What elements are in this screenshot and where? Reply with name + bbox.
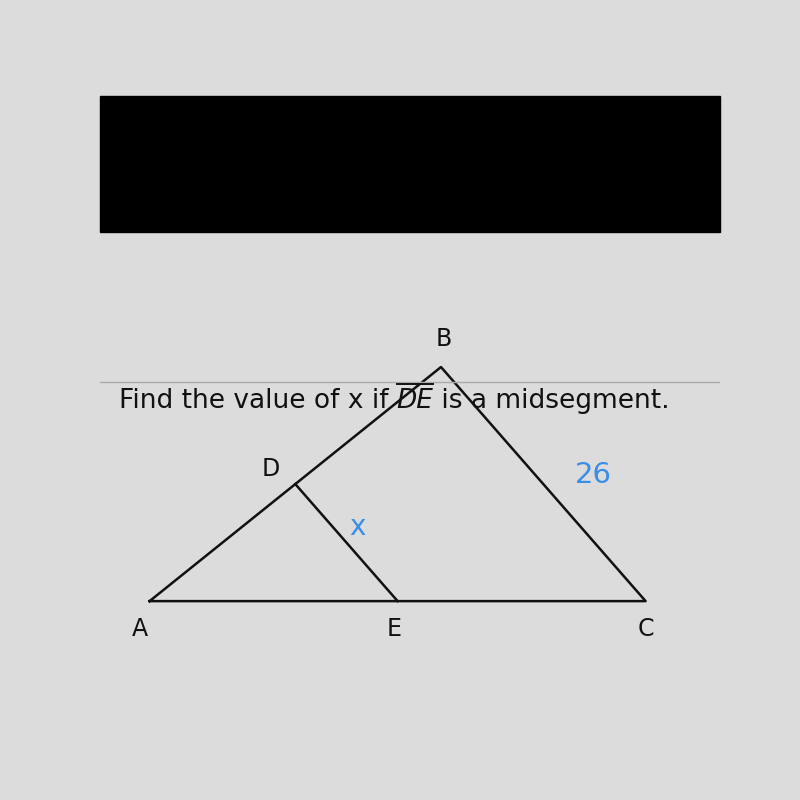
Text: DE: DE <box>397 388 434 414</box>
Bar <box>100 96 720 231</box>
Text: Find the value of x if: Find the value of x if <box>118 388 397 414</box>
Text: B: B <box>436 327 452 351</box>
Text: x: x <box>349 514 366 542</box>
Bar <box>100 231 720 712</box>
Text: A: A <box>132 617 148 641</box>
Text: D: D <box>262 457 280 481</box>
Text: 26: 26 <box>574 461 611 489</box>
Text: is a midsegment.: is a midsegment. <box>434 388 670 414</box>
Text: C: C <box>638 617 654 641</box>
Text: E: E <box>387 617 402 641</box>
